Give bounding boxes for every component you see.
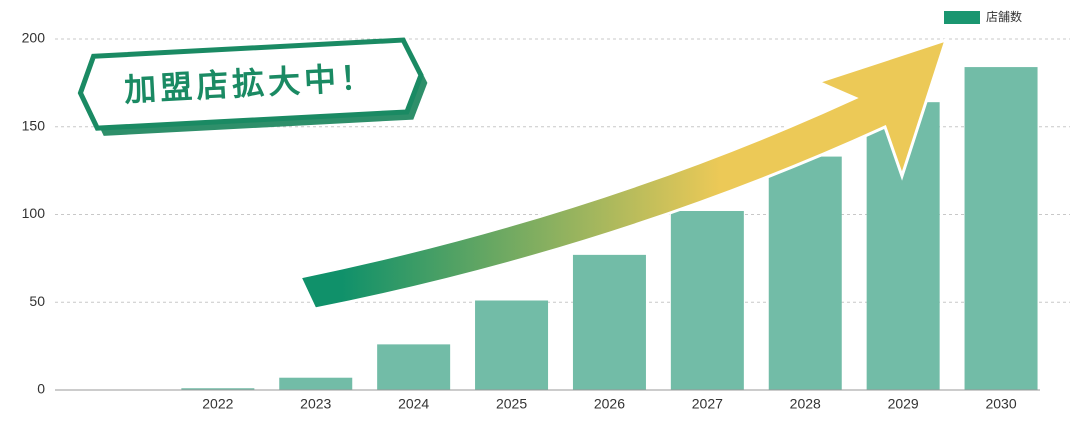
bar — [670, 210, 744, 390]
y-tick-label: 50 — [29, 293, 45, 309]
growth-arrow — [297, 37, 949, 311]
x-tick-label: 2025 — [496, 396, 527, 412]
bar — [377, 344, 451, 390]
bar — [181, 388, 255, 390]
legend-swatch — [944, 11, 980, 24]
x-tick-label: 2026 — [594, 396, 625, 412]
x-tick-label: 2030 — [985, 396, 1016, 412]
bars — [181, 67, 1038, 391]
y-tick-label: 100 — [22, 205, 46, 221]
bar — [279, 377, 353, 390]
legend-label: 店舗数 — [986, 9, 1022, 24]
x-tick-label: 2029 — [888, 396, 919, 412]
x-tick-label: 2027 — [692, 396, 723, 412]
x-tick-label: 2023 — [300, 396, 331, 412]
x-tick-label: 2022 — [202, 396, 233, 412]
bar — [768, 156, 842, 390]
bar — [964, 67, 1038, 390]
y-tick-label: 200 — [22, 30, 46, 46]
x-tick-label: 2024 — [398, 396, 429, 412]
y-tick-label: 150 — [22, 117, 46, 133]
x-tick-label: 2028 — [790, 396, 821, 412]
y-tick-label: 0 — [37, 381, 45, 397]
badge: 加盟店拡大中！ — [77, 37, 428, 136]
bar — [572, 254, 646, 390]
bar — [475, 300, 549, 390]
